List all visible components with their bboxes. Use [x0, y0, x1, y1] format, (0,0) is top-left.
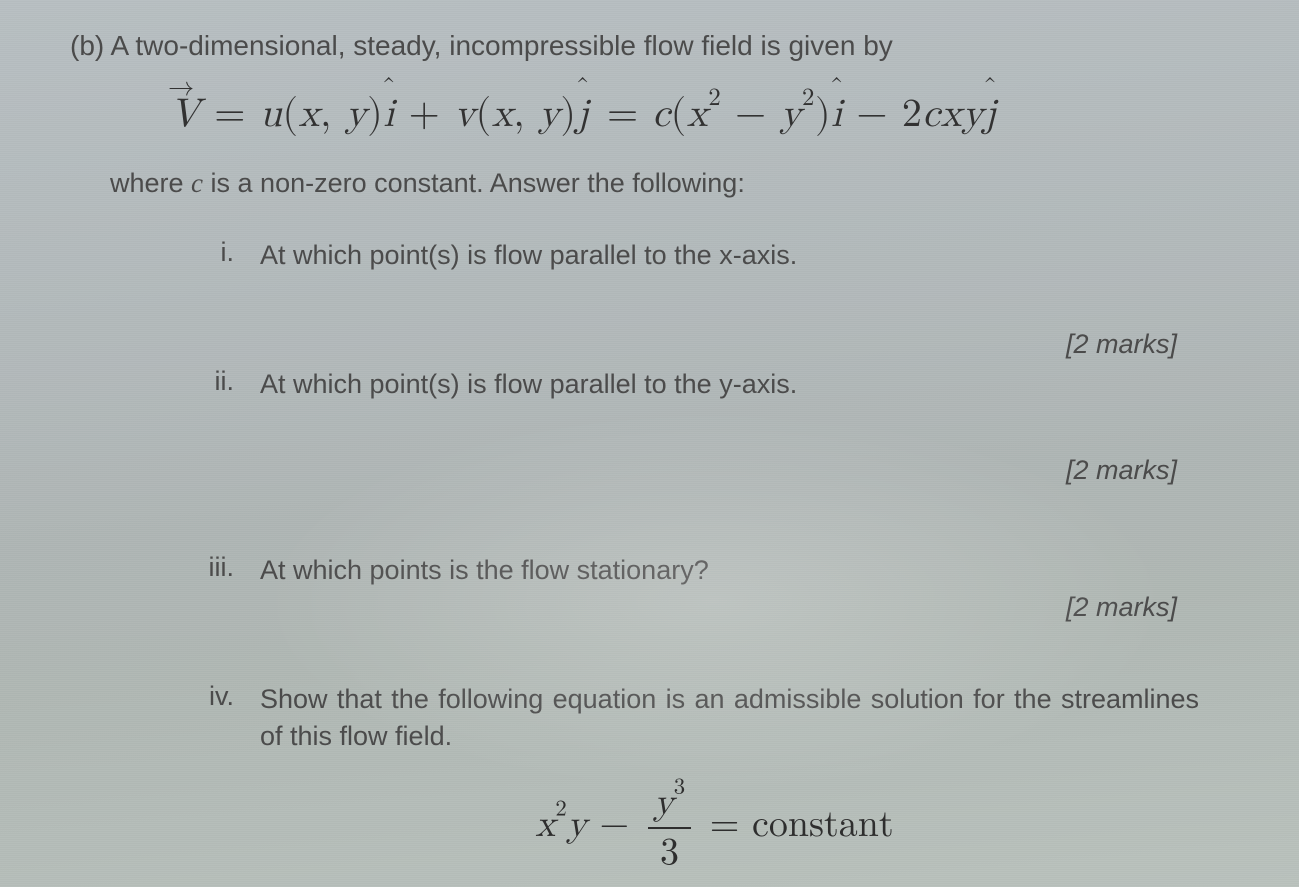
marks-i: [2 marks]: [70, 329, 1177, 360]
plus-1: +: [395, 94, 454, 134]
marks-ii: [2 marks]: [70, 455, 1177, 486]
j-hat-1: j: [576, 90, 589, 138]
j-hat-2: j: [984, 90, 997, 138]
sym-x2: x: [492, 94, 514, 134]
minus-1: −: [721, 94, 780, 134]
text-iv: Show that the following equation is an a…: [260, 681, 1199, 754]
item-iii: iii. At which points is the flow station…: [150, 552, 1199, 588]
i-hat-1: i: [383, 90, 395, 138]
where-c: c: [191, 168, 203, 198]
se-cube: 3: [674, 777, 685, 799]
se-minus: −: [587, 806, 642, 844]
roman-ii: ii.: [150, 366, 260, 402]
comma1: ,: [320, 94, 345, 134]
question-b-container: (b) A two-dimensional, steady, incompres…: [0, 0, 1299, 887]
text-ii: At which point(s) is flow parallel to th…: [260, 366, 1199, 402]
two: 2: [902, 94, 923, 134]
item-i: i. At which point(s) is flow parallel to…: [150, 237, 1199, 273]
roman-i: i.: [150, 237, 260, 273]
sym-c1: c: [652, 94, 670, 134]
sym-y2: y: [539, 94, 561, 134]
sym-u: u: [260, 94, 283, 134]
sym-v: v: [454, 94, 476, 134]
lp2: (: [476, 94, 492, 134]
roman-iii: iii.: [150, 552, 260, 588]
sup-x2: 2: [708, 85, 721, 110]
se-const: constant: [752, 806, 894, 844]
text-iii: At which points is the flow stationary?: [260, 552, 1199, 588]
sym-y1: y: [346, 94, 368, 134]
part-label: (b): [70, 30, 104, 61]
streamline-equation: x2y − y33 = constant: [190, 780, 1239, 876]
where-pre: where: [110, 168, 191, 198]
minus-2: −: [843, 94, 902, 134]
comma2: ,: [513, 94, 538, 134]
equals-1: =: [201, 94, 260, 134]
se-eq: =: [697, 806, 752, 844]
se-x2: 2: [555, 799, 566, 821]
roman-iv: iv.: [150, 681, 260, 754]
se-y: y: [567, 806, 587, 844]
intro-text: A two-dimensional, steady, incompressibl…: [110, 30, 892, 61]
sym-y4: y: [962, 94, 984, 134]
sym-x3: x: [687, 94, 709, 134]
rp2: ): [560, 94, 576, 134]
se-num-y: y: [654, 784, 674, 822]
part-b-intro: (b) A two-dimensional, steady, incompres…: [70, 30, 1239, 62]
se-den: 3: [648, 827, 691, 876]
sym-c2: c: [922, 94, 940, 134]
where-line: where c is a non-zero constant. Answer t…: [110, 168, 1239, 199]
text-i: At which point(s) is flow parallel to th…: [260, 237, 1199, 273]
lp3: (: [671, 94, 687, 134]
velocity-field-equation: V→ = u(x, y)i + v(x, y)j = c(x2 − y2)i −…: [170, 90, 1239, 138]
marks-iii: [2 marks]: [70, 592, 1177, 623]
item-iv: iv. Show that the following equation is …: [150, 681, 1199, 754]
se-fraction: y33: [648, 780, 691, 876]
sym-y3: y: [780, 94, 802, 134]
sym-x4: x: [941, 94, 963, 134]
item-ii: ii. At which point(s) is flow parallel t…: [150, 366, 1199, 402]
sup-y2: 2: [802, 85, 815, 110]
lp1: (: [282, 94, 298, 134]
sym-x1: x: [299, 94, 321, 134]
equals-2: =: [593, 94, 652, 134]
where-post: is a non-zero constant. Answer the follo…: [203, 168, 745, 198]
i-hat-2: i: [831, 90, 843, 138]
se-x: x: [535, 806, 555, 844]
